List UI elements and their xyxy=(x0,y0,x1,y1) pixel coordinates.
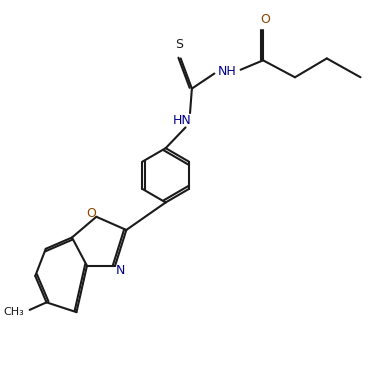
Text: O: O xyxy=(260,14,270,26)
Text: O: O xyxy=(86,207,96,219)
Text: N: N xyxy=(116,264,125,277)
Text: NH: NH xyxy=(218,65,237,78)
Text: S: S xyxy=(175,38,183,51)
Text: HN: HN xyxy=(173,114,192,127)
Text: CH₃: CH₃ xyxy=(3,307,24,317)
